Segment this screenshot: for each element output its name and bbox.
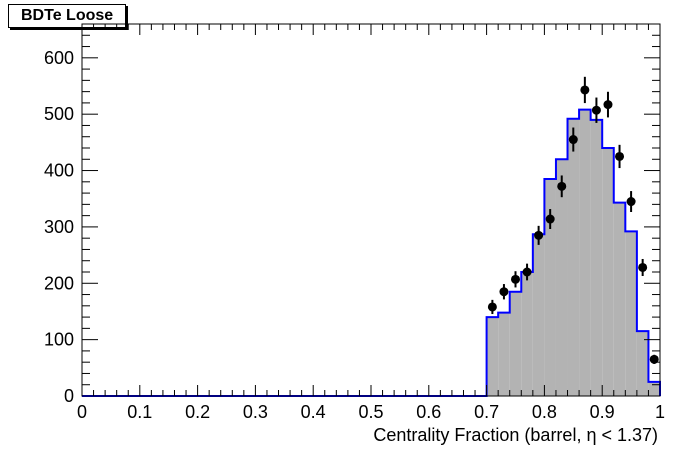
- mc-bin: [532, 234, 545, 396]
- data-point: [511, 271, 520, 288]
- data-point: [522, 263, 532, 281]
- x-tick-label: 0.4: [301, 402, 326, 422]
- data-point-marker: [568, 135, 578, 145]
- mc-bin: [590, 119, 603, 397]
- mc-bin: [567, 118, 580, 396]
- y-tick-label: 100: [44, 330, 74, 350]
- data-point: [603, 91, 613, 118]
- y-tick-labels: 0 100 200 300 400 500 600: [44, 48, 74, 406]
- mc-histogram-layer: [82, 108, 661, 397]
- y-tick-label: 0: [64, 386, 74, 406]
- mc-bin: [625, 231, 637, 396]
- y-tick-label: 400: [44, 161, 74, 181]
- y-tick-label: 200: [44, 273, 74, 293]
- data-point: [638, 258, 648, 277]
- mc-bin: [486, 317, 499, 396]
- chart-title: BDTe Loose: [8, 4, 127, 28]
- y-tick-label: 500: [44, 104, 74, 124]
- data-point-marker: [638, 262, 648, 272]
- data-point-marker: [499, 287, 509, 297]
- x-tick-label: 0.6: [416, 402, 441, 422]
- mc-bin: [648, 381, 660, 396]
- x-tick-label: 0.3: [243, 402, 268, 422]
- y-tick-label: 600: [44, 48, 74, 68]
- x-tick-label: 0.8: [532, 402, 557, 422]
- mc-bin: [544, 179, 556, 396]
- x-tick-label: 1: [655, 402, 665, 422]
- x-tick-labels: 0 0.1 0.2 0.3 0.4 0.5 0.6 0.7 0.8 0.9 1: [77, 402, 665, 422]
- data-point: [534, 225, 544, 245]
- data-point-marker: [534, 230, 544, 240]
- data-point-marker: [557, 181, 567, 191]
- data-point: [580, 76, 590, 104]
- data-point-marker: [522, 267, 532, 277]
- data-point: [615, 144, 625, 169]
- data-point-marker: [626, 197, 636, 207]
- data-point: [626, 191, 636, 213]
- x-tick-label: 0.9: [590, 402, 615, 422]
- y-tick-label: 300: [44, 217, 74, 237]
- x-tick-label: 0.1: [127, 402, 152, 422]
- data-point-marker: [487, 302, 497, 312]
- x-tick-label: 0.7: [474, 402, 499, 422]
- mc-bin: [521, 272, 533, 396]
- mc-bin: [579, 109, 591, 396]
- data-points-layer: [487, 76, 659, 364]
- data-point: [557, 175, 567, 198]
- data-point-marker: [591, 105, 601, 115]
- x-tick-label: 0: [77, 402, 87, 422]
- data-point-marker: [603, 100, 613, 110]
- axis-ticks: [81, 23, 661, 397]
- data-point-marker: [511, 274, 520, 284]
- data-point: [591, 97, 601, 123]
- x-tick-label: 0.2: [185, 402, 210, 422]
- mc-bin: [555, 159, 568, 396]
- mc-bin: [602, 148, 614, 396]
- mc-bin: [636, 331, 649, 396]
- x-axis-label: Centrality Fraction (barrel, η < 1.37): [373, 425, 658, 445]
- mc-bin: [509, 291, 522, 396]
- data-point-marker: [649, 354, 659, 364]
- mc-histogram-outline: [82, 108, 661, 397]
- data-point: [487, 299, 497, 315]
- data-point: [545, 209, 555, 230]
- mc-bin: [498, 312, 510, 396]
- data-point-marker: [545, 214, 555, 224]
- data-point-marker: [580, 85, 590, 95]
- data-point: [499, 284, 509, 300]
- data-point-marker: [615, 151, 625, 161]
- data-point: [568, 127, 578, 152]
- mc-bin: [613, 202, 626, 396]
- x-tick-label: 0.5: [358, 402, 383, 422]
